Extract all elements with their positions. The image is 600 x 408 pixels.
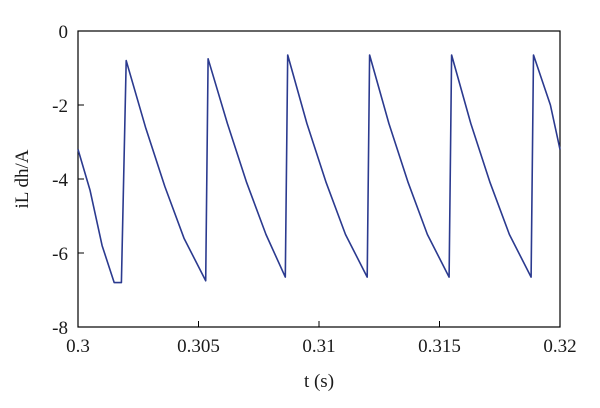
y-tick-label: 0 [59, 22, 69, 43]
y-axis: 0 -2 -4 -6 -8 [52, 22, 84, 339]
x-tick-label: 0.32 [543, 336, 576, 357]
x-tick-label: 0.305 [177, 336, 220, 357]
y-tick-label: -8 [52, 318, 68, 339]
y-tick-label: -4 [52, 170, 68, 191]
y-tick-label: -2 [52, 96, 68, 117]
x-tick-label: 0.31 [302, 336, 335, 357]
x-axis-title: t (s) [304, 371, 334, 392]
x-axis: 0.3 0.305 0.31 0.315 0.32 [66, 321, 577, 357]
x-tick-label: 0.3 [66, 336, 90, 357]
y-axis-title: iL dh/A [12, 149, 33, 208]
plot-area [77, 30, 561, 328]
series-line [77, 54, 561, 284]
x-tick-label: 0.315 [418, 336, 461, 357]
plot-frame [77, 30, 561, 328]
y-tick-label: -6 [52, 244, 68, 265]
